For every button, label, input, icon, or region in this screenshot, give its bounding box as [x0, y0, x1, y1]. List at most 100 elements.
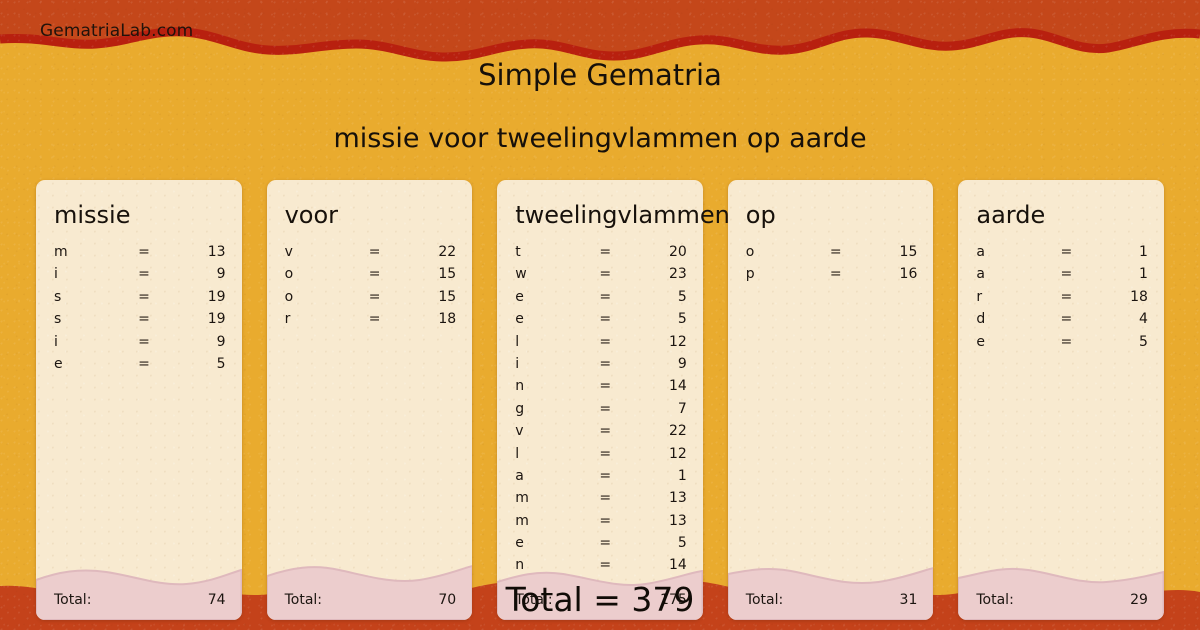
equals-sign: = [138, 333, 150, 350]
letter-value-row: d = 4 [976, 311, 1148, 333]
gematria-cards-row: missie m = 13 i = 9 s = 19 s = 19 i = 9 e = 5 Total: 74 voor v… [36, 180, 1164, 620]
card-word: op [745, 201, 776, 229]
letter: w [515, 266, 527, 283]
letter-value-row: e = 5 [976, 334, 1148, 356]
letter-value: 19 [207, 288, 226, 305]
site-logo[interactable]: GematriaLab.com [40, 21, 194, 41]
letter-value: 18 [438, 311, 457, 328]
letter-value-row: i = 9 [515, 356, 687, 378]
letter: d [976, 311, 986, 328]
letter-value-row: m = 13 [54, 244, 226, 266]
letter-value: 5 [677, 535, 687, 552]
letter: s [54, 311, 62, 328]
card-word: missie [54, 201, 131, 229]
total-label: Total: [54, 592, 92, 608]
equals-sign: = [1060, 244, 1073, 260]
letter-value: 5 [1139, 333, 1148, 350]
equals-sign: = [599, 311, 612, 328]
letter: i [515, 355, 520, 372]
card-total-footer: Total: 175 [497, 562, 703, 620]
equals-sign: = [599, 333, 612, 350]
letter: a [976, 244, 985, 260]
equals-sign: = [599, 445, 612, 462]
letter-value: 7 [677, 400, 687, 417]
letter-value: 5 [677, 311, 687, 328]
letter-value-row: w = 23 [515, 266, 687, 288]
equals-sign: = [138, 288, 150, 305]
equals-sign: = [599, 288, 612, 305]
letter: m [515, 490, 529, 507]
letter: p [745, 266, 755, 283]
card-word: voor [284, 201, 339, 229]
letter-value-row: m = 13 [515, 490, 687, 512]
letter: m [515, 512, 529, 529]
letter-value: 19 [207, 311, 226, 328]
letter-value-row: n = 14 [515, 378, 687, 400]
card-total-line: Total: 29 [976, 592, 1148, 608]
letter-value: 1 [1139, 244, 1148, 260]
letter-value-row: m = 13 [515, 513, 687, 535]
equals-sign: = [138, 266, 150, 283]
equals-sign: = [829, 244, 842, 260]
equals-sign: = [138, 311, 150, 328]
letter-value-row: i = 9 [54, 334, 226, 356]
letter: m [54, 244, 68, 260]
page-title: Simple Gematria [478, 58, 722, 92]
total-label: Total: [515, 592, 553, 608]
card-total-line: Total: 175 [515, 592, 687, 608]
letter-value-list: t = 20 w = 23 e = 5 e = 5 l = 12 i = 9 n = 14 g = 7 v = 22 l = 12 a = 1 m… [515, 244, 687, 580]
letter-value-row: t = 20 [515, 244, 687, 266]
letter: i [54, 333, 58, 350]
letter-value-list: o = 15 p = 16 [746, 244, 918, 289]
equals-sign: = [599, 490, 612, 507]
equals-sign: = [599, 378, 612, 395]
letter-value-row: o = 15 [285, 266, 457, 288]
letter-value-row: r = 18 [285, 311, 457, 333]
equals-sign: = [1060, 288, 1073, 305]
total-value: 31 [899, 592, 918, 608]
letter: e [515, 535, 524, 552]
letter-value: 14 [668, 378, 687, 395]
equals-sign: = [1060, 311, 1073, 328]
letter-value: 20 [668, 244, 687, 260]
equals-sign: = [368, 311, 381, 328]
letter-value: 1 [1139, 266, 1148, 283]
letter-value-row: e = 5 [54, 356, 226, 378]
equals-sign: = [1060, 333, 1073, 350]
letter-value: 13 [207, 244, 226, 260]
letter-value: 1 [677, 467, 687, 484]
letter: o [284, 266, 294, 283]
letter-value: 9 [216, 333, 226, 350]
letter-value-row: l = 12 [515, 446, 687, 468]
card-word: aarde [976, 201, 1046, 229]
letter: o [284, 288, 294, 305]
letter: o [745, 244, 755, 260]
letter-value-list: a = 1 a = 1 r = 18 d = 4 e = 5 [976, 244, 1148, 356]
equals-sign: = [599, 535, 612, 552]
equals-sign: = [368, 266, 381, 283]
letter-value: 14 [668, 557, 687, 574]
letter-value-row: g = 7 [515, 401, 687, 423]
page-subtitle: missie voor tweelingvlammen op aarde [333, 123, 867, 154]
letter-value-row: a = 1 [976, 244, 1148, 266]
letter-value: 23 [668, 266, 687, 283]
card-total-footer: Total: 31 [727, 562, 934, 620]
letter: v [515, 423, 524, 440]
gematria-card: op o = 15 p = 16 Total: 31 [727, 180, 934, 620]
equals-sign: = [138, 244, 150, 260]
letter: s [54, 288, 62, 305]
equals-sign: = [599, 400, 612, 417]
letter-value: 12 [668, 333, 687, 350]
letter-value-row: a = 1 [976, 266, 1148, 288]
letter-value-row: s = 19 [54, 289, 226, 311]
letter-value-row: v = 22 [285, 244, 457, 266]
letter: e [54, 355, 63, 372]
letter: a [976, 266, 985, 283]
letter: n [515, 557, 525, 574]
letter-value-row: a = 1 [515, 468, 687, 490]
letter-value-list: v = 22 o = 15 o = 15 r = 18 [285, 244, 457, 334]
letter-value: 4 [1139, 311, 1148, 328]
card-total-footer: Total: 74 [36, 562, 242, 620]
letter-value-row: n = 14 [515, 557, 687, 579]
gematria-card: missie m = 13 i = 9 s = 19 s = 19 i = 9 e = 5 Total: 74 [36, 180, 242, 620]
